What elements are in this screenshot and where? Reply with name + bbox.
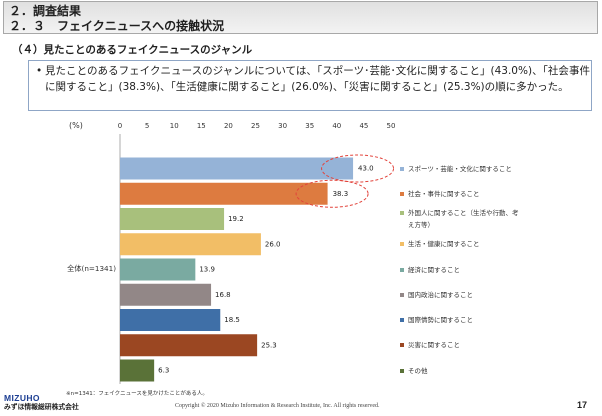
- unit-label: (%): [69, 121, 83, 130]
- legend-item-3: 外国人に関すること（生活や行動、考え方等）: [400, 207, 520, 231]
- x-tick-label: 5: [145, 122, 149, 130]
- highlight-ellipse-1: [321, 154, 395, 183]
- legend-item-8: 災害に関すること: [400, 339, 520, 351]
- legend-item-1: スポーツ・芸能・文化に関すること: [400, 163, 520, 175]
- data-label-8: 25.3: [261, 341, 277, 349]
- data-label-5: 13.9: [199, 266, 215, 274]
- bar-9: [120, 359, 155, 382]
- legend-swatch: [400, 343, 404, 348]
- data-label-7: 18.5: [224, 316, 240, 324]
- legend-label: 外国人に関すること（生活や行動、考え方等）: [408, 209, 519, 229]
- x-tick-label: 50: [387, 122, 396, 130]
- bar-1: [120, 157, 354, 180]
- legend-label: 災害に関すること: [408, 341, 460, 350]
- bar-6: [120, 283, 212, 306]
- chart-note: ※n=1341：フェイクニュースを見かけたことがある人。: [66, 391, 208, 397]
- page-title: （４）見たことのあるフェイクニュースのジャンル: [12, 44, 253, 56]
- x-tick-label: 35: [305, 122, 314, 130]
- category-label: 全体(n=1341): [67, 264, 116, 273]
- legend-label: スポーツ・芸能・文化に関すること: [408, 164, 512, 173]
- bar-3: [120, 208, 225, 230]
- legend-swatch: [400, 292, 404, 297]
- legend-swatch: [400, 318, 404, 322]
- x-tick-label: 30: [278, 122, 287, 130]
- bullet-icon: •: [36, 65, 43, 77]
- header-box: ２．調査結果 ２．３ フェイクニュースへの接触状況: [3, 1, 598, 34]
- summary-text: 見たことのあるフェイクニュースのジャンルについては、「スポーツ･芸能･文化に関す…: [45, 65, 590, 93]
- legend-label: その他: [408, 366, 428, 375]
- company-name: みずほ情報総研株式会社: [4, 403, 79, 411]
- section-title: ２．調査結果: [9, 4, 82, 18]
- bar-2: [120, 182, 328, 205]
- legend-swatch: [400, 242, 404, 247]
- mizuho-logo: MIZUHO: [4, 393, 40, 403]
- x-tick-label: 40: [332, 122, 341, 130]
- data-label-3: 19.2: [228, 215, 244, 223]
- legend-label: 国際情勢に関すること: [408, 316, 473, 324]
- page-number: 17: [577, 400, 588, 410]
- legend-item-2: 社会・事件に関すること: [400, 188, 520, 200]
- legend-label: 生活・健康に関すること: [408, 240, 480, 249]
- copyright: Copyright © 2020 Mizuho Information & Re…: [175, 403, 380, 409]
- data-label-1: 43.0: [358, 165, 374, 173]
- legend-label: 経済に関すること: [408, 265, 460, 274]
- legend-swatch: [400, 191, 404, 196]
- x-tick-label: 25: [251, 122, 260, 130]
- legend-label: 社会・事件に関すること: [408, 189, 480, 198]
- bar-5: [120, 258, 196, 281]
- bar-8: [120, 334, 258, 357]
- x-tick-label: 15: [197, 122, 206, 130]
- summary-box: • 見たことのあるフェイクニュースのジャンルについては、「スポーツ･芸能･文化に…: [28, 60, 592, 111]
- data-label-6: 16.8: [215, 291, 231, 299]
- x-tick-label: 20: [224, 122, 233, 130]
- legend-swatch: [400, 368, 404, 373]
- legend-item-7: 国際情勢に関すること: [400, 314, 520, 326]
- subsection-title: ２．３ フェイクニュースへの接触状況: [9, 19, 225, 33]
- legend-item-4: 生活・健康に関すること: [400, 238, 520, 250]
- legend-label: 国内政治に関すること: [408, 290, 473, 299]
- legend-item-5: 経済に関すること: [400, 264, 520, 276]
- data-label-9: 6.3: [158, 367, 169, 375]
- legend-swatch: [400, 211, 404, 215]
- legend-item-6: 国内政治に関すること: [400, 289, 520, 301]
- data-label-2: 38.3: [333, 190, 349, 198]
- data-label-4: 26.0: [265, 240, 281, 248]
- bar-7: [120, 309, 221, 331]
- legend-swatch: [400, 166, 404, 171]
- x-tick-label: 10: [170, 122, 179, 130]
- legend-item-9: その他: [400, 365, 520, 377]
- x-tick-label: 0: [118, 122, 122, 130]
- x-tick-label: 45: [359, 122, 368, 130]
- highlight-ellipse-2: [295, 179, 369, 208]
- legend-swatch: [400, 267, 404, 272]
- bar-4: [120, 233, 261, 256]
